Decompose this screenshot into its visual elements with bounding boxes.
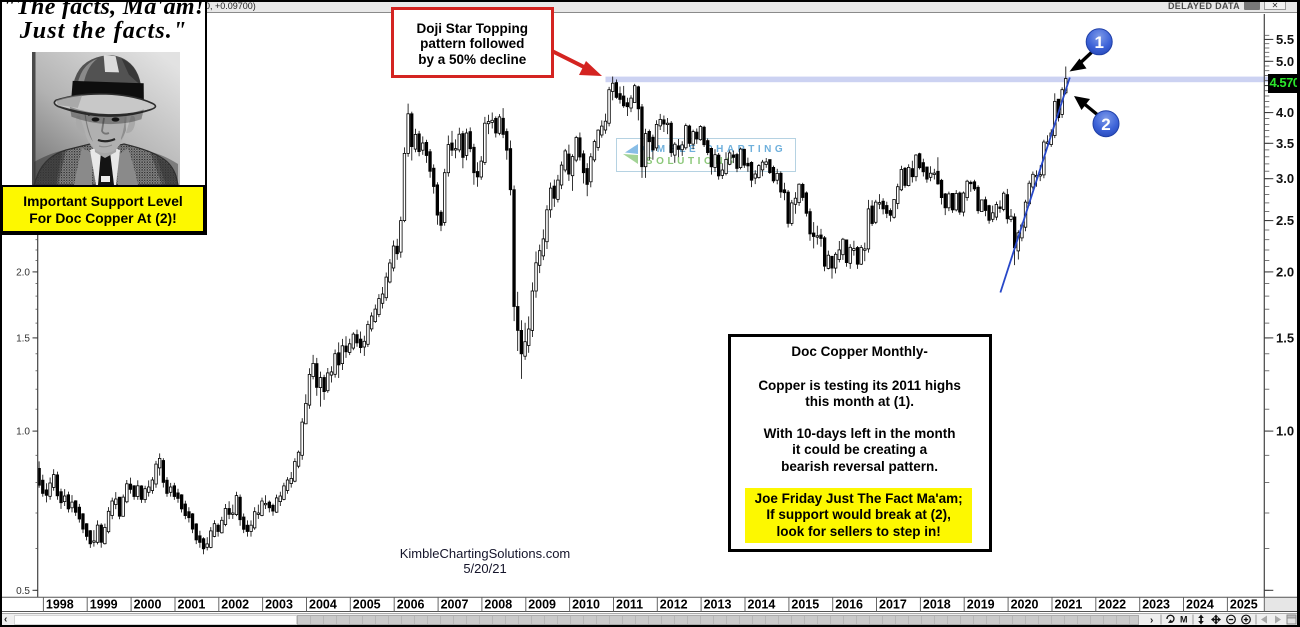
svg-text:2.5: 2.5 [1276, 213, 1294, 228]
svg-text:2001: 2001 [178, 598, 206, 612]
svg-text:2.0: 2.0 [1276, 264, 1294, 279]
svg-text:2003: 2003 [265, 598, 293, 612]
svg-text:1998: 1998 [46, 598, 74, 612]
svg-text:2008: 2008 [484, 598, 512, 612]
svg-text:2023: 2023 [1142, 598, 1170, 612]
svg-text:2004: 2004 [309, 598, 337, 612]
svg-text:2013: 2013 [704, 598, 732, 612]
svg-text:1: 1 [1094, 33, 1103, 52]
svg-text:2017: 2017 [879, 598, 907, 612]
svg-text:2019: 2019 [967, 598, 995, 612]
svg-text:2024: 2024 [1186, 598, 1214, 612]
svg-text:2015: 2015 [791, 598, 819, 612]
svg-text:2: 2 [1101, 115, 1110, 134]
svg-text:M: M [1180, 615, 1188, 625]
svg-text:2014: 2014 [748, 598, 776, 612]
svg-text:1.5: 1.5 [1276, 330, 1294, 345]
svg-text:2.0: 2.0 [16, 267, 30, 278]
svg-text:3.0: 3.0 [1276, 171, 1294, 186]
svg-text:1.5: 1.5 [16, 333, 30, 344]
svg-text:3.5: 3.5 [1276, 136, 1294, 151]
svg-text:2000: 2000 [134, 598, 162, 612]
svg-text:5.0: 5.0 [1276, 54, 1294, 69]
svg-text:4.0: 4.0 [1276, 105, 1294, 120]
svg-text:5.5: 5.5 [1276, 32, 1294, 47]
svg-text:2025: 2025 [1230, 598, 1258, 612]
svg-text:1.0: 1.0 [16, 427, 30, 438]
svg-text:2018: 2018 [923, 598, 951, 612]
svg-text:2016: 2016 [835, 598, 863, 612]
svg-text:2022: 2022 [1098, 598, 1126, 612]
svg-text:0.5: 0.5 [16, 586, 30, 597]
svg-text:1.0: 1.0 [1276, 424, 1294, 439]
svg-text:2011: 2011 [616, 598, 643, 612]
svg-text:2012: 2012 [660, 598, 688, 612]
svg-text:2006: 2006 [397, 598, 425, 612]
svg-text:2021: 2021 [1055, 598, 1083, 612]
svg-text:2010: 2010 [572, 598, 600, 612]
svg-text:2002: 2002 [221, 598, 249, 612]
svg-text:2020: 2020 [1011, 598, 1039, 612]
svg-text:2005: 2005 [353, 598, 381, 612]
svg-text:1999: 1999 [90, 598, 118, 612]
svg-text:2007: 2007 [441, 598, 469, 612]
svg-text:2009: 2009 [528, 598, 556, 612]
